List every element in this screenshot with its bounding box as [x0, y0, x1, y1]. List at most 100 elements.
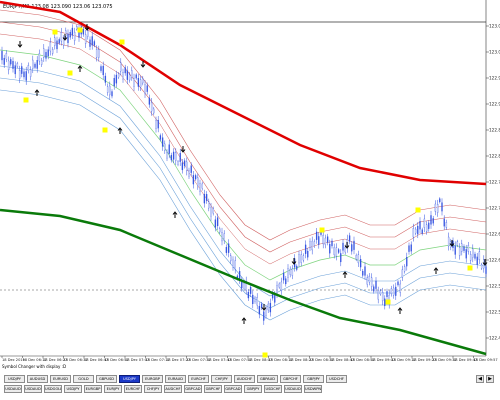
price-label: 122.80: [489, 154, 500, 159]
candle-body: [287, 268, 289, 278]
symbol-button-eurchf[interactable]: EURCHF: [188, 375, 209, 383]
symbol-button-usdjpy[interactable]: USDJPY: [119, 375, 140, 383]
candle-body: [89, 39, 91, 47]
arrow-down-icon: [84, 24, 90, 31]
time-label: 18 Dec 08:47: [330, 358, 354, 362]
symbol-button-gbpchf[interactable]: GBPCHF: [280, 375, 301, 383]
arrow-down-icon: [291, 258, 297, 265]
symbol-button-eurchf[interactable]: EURCHF: [124, 385, 142, 393]
candle-body: [115, 74, 118, 84]
candle-body: [419, 221, 421, 230]
symbol-button-gbpusd[interactable]: GBPUSD: [96, 375, 117, 383]
symbol-button-eurgbp[interactable]: EURGBP: [142, 375, 163, 383]
symbol-button-usdjpy[interactable]: USDJPY: [4, 375, 25, 383]
candle-body: [278, 283, 280, 288]
symbol-button-gbpcad[interactable]: GBPCAD: [224, 385, 242, 393]
price-label: 123.05: [489, 24, 500, 29]
symbol-button-gbpchf[interactable]: GBPCHF: [204, 385, 222, 393]
symbol-button-usdwpn[interactable]: USDWPN: [304, 385, 322, 393]
time-label: 18 Dec 07:47: [207, 358, 231, 362]
price-label: 122.70: [489, 206, 500, 211]
candle-body: [296, 265, 298, 270]
symbol-button-gold[interactable]: GOLD: [73, 375, 94, 383]
candle-body: [252, 294, 254, 305]
candle-body: [117, 73, 120, 78]
price-label: 122.95: [489, 76, 500, 81]
arrow-up-icon: [433, 267, 439, 274]
candle-body: [82, 29, 85, 35]
symbol-button-usdjpy[interactable]: USDJPY: [64, 385, 82, 393]
candle-body: [456, 241, 459, 246]
candle-body: [164, 143, 166, 151]
candle-body: [390, 288, 393, 295]
symbol-button-usdchf[interactable]: USDCHF: [326, 375, 347, 383]
symbol-button-gbpaud[interactable]: GBPAUD: [257, 375, 278, 383]
candle-body: [417, 225, 419, 235]
candle-body: [69, 32, 71, 38]
price-axis: 123.05 123.00 122.95 122.90 122.85 122.80 122.…: [486, 24, 500, 341]
candle-body: [326, 236, 329, 243]
candle-body: [386, 291, 388, 298]
symbol-button-chfjpy[interactable]: CHFJPY: [144, 385, 162, 393]
candle-body: [183, 160, 186, 167]
price-chart[interactable]: EURJPY,M1 123.08 123.090 123.06 123.075 …: [0, 0, 500, 362]
candle-body: [166, 152, 168, 159]
candle-body: [355, 255, 357, 260]
candle-body: [381, 292, 384, 302]
candle-body: [111, 91, 113, 97]
arrow-left-icon[interactable]: ◀: [476, 375, 484, 383]
symbol-button-usdchf[interactable]: USDCHF: [264, 385, 282, 393]
symbol-button-eurgbp[interactable]: EURGBP: [84, 385, 102, 393]
symbol-button-audchf[interactable]: AUDCHF: [234, 375, 255, 383]
symbol-button-gbpjpy[interactable]: GBPJPY: [303, 375, 324, 383]
candle-body: [155, 120, 157, 129]
candle-body: [463, 246, 465, 251]
symbol-button-audchf[interactable]: AUDCHF: [164, 385, 182, 393]
candle-body: [225, 247, 228, 253]
candle-body: [205, 194, 208, 201]
symbol-button-usdaud[interactable]: USDAUD: [4, 385, 22, 393]
time-label: 18 Dec 09:57: [474, 358, 498, 362]
band-line: [0, 33, 487, 265]
symbol-button-usdaud[interactable]: USDAUD: [284, 385, 302, 393]
time-label: 18 Dec 2019: [2, 358, 26, 362]
symbol-button-gbpjpy[interactable]: GBPJPY: [244, 385, 262, 393]
candle-body: [230, 255, 232, 262]
symbol-button-eurjpy[interactable]: EURJPY: [104, 385, 122, 393]
candle-body: [249, 286, 252, 294]
symbol-button-audusd[interactable]: AUDUSD: [27, 375, 48, 383]
candle-body: [423, 218, 426, 228]
symbol-button-usdaud[interactable]: USDAUD: [24, 385, 42, 393]
candle-body: [172, 151, 175, 160]
candle-body: [392, 287, 395, 296]
candle-body: [406, 257, 408, 267]
arrow-down-icon: [140, 61, 146, 68]
arrow-down-icon: [482, 259, 488, 266]
yellow-signal-marker: [415, 207, 421, 213]
arrow-right-icon[interactable]: ▶: [486, 375, 494, 383]
candle-body: [98, 49, 100, 58]
chart-info-label: EURJPY,M1 123.08 123.090 123.06 123.075: [3, 4, 113, 10]
symbol-button-gbpcad[interactable]: GBPCAD: [184, 385, 202, 393]
symbol-button-eurusd[interactable]: EURUSD: [50, 375, 71, 383]
symbol-button-euraud[interactable]: EURAUD: [165, 375, 186, 383]
symbol-button-usdgold[interactable]: USDGOLD: [44, 385, 62, 393]
candle-body: [282, 272, 285, 281]
arrow-up-icon: [77, 65, 83, 72]
candle-body: [137, 78, 140, 87]
candle-body: [14, 65, 16, 75]
time-label: 18 Dec 06:27: [43, 358, 67, 362]
candle-body: [25, 71, 27, 81]
candle-body: [315, 231, 318, 240]
symbol-button-chfjpy[interactable]: CHFJPY: [211, 375, 232, 383]
candle-body: [135, 74, 137, 79]
yellow-signal-marker: [52, 29, 58, 35]
time-label: 18 Dec 07:27: [166, 358, 190, 362]
arrow-up-icon: [34, 89, 40, 96]
candle-body: [298, 254, 300, 264]
candle-body: [364, 266, 366, 276]
candle-body: [168, 144, 170, 154]
time-label: 18 Dec 07:57: [228, 358, 252, 362]
arrow-down-icon: [344, 242, 350, 249]
candle-body: [373, 286, 375, 292]
